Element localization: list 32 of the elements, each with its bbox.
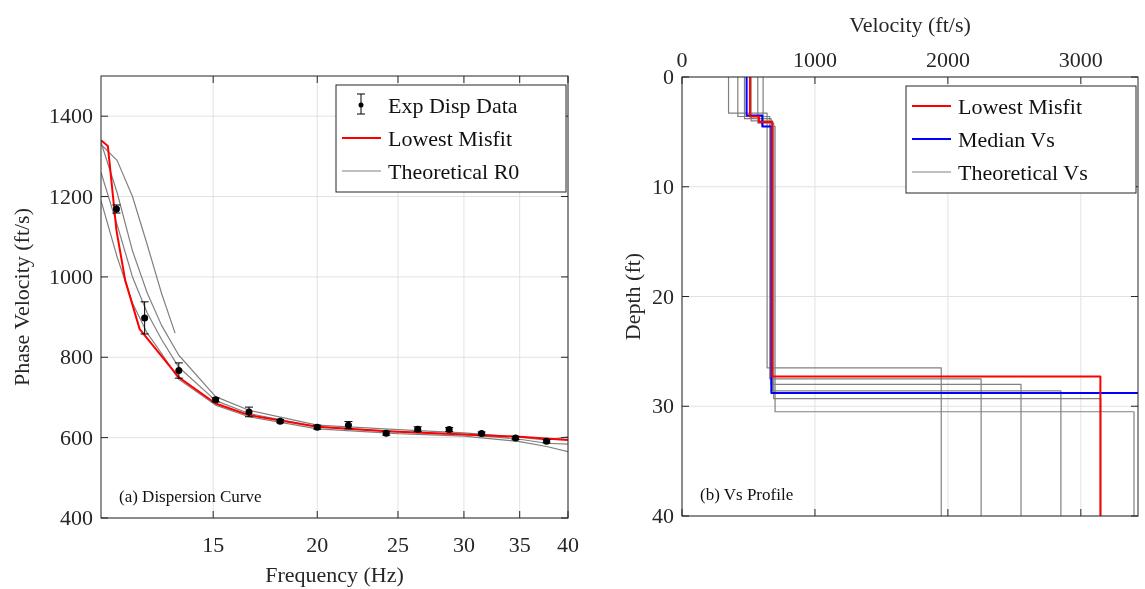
legend-label: Lowest Misfit bbox=[388, 126, 513, 151]
legend-label: Exp Disp Data bbox=[388, 93, 518, 118]
x-tick-label: 35 bbox=[508, 532, 531, 557]
x-tick-label: 1000 bbox=[792, 47, 837, 72]
x-tick-label: 30 bbox=[452, 532, 475, 557]
legend-label: Median Vs bbox=[958, 127, 1055, 152]
y-tick-label: 10 bbox=[652, 173, 674, 199]
x-tick-label: 3000 bbox=[1058, 47, 1103, 72]
y-tick-label: 40 bbox=[652, 503, 674, 528]
x-tick-label: 2000 bbox=[925, 47, 970, 72]
y-tick-label: 1400 bbox=[49, 103, 93, 129]
y-axis-title: Phase Velocity (ft/s) bbox=[9, 207, 34, 387]
y-axis-title: Depth (ft) bbox=[620, 252, 645, 341]
annotation: (b) Vs Profile bbox=[700, 485, 794, 504]
y-tick-label: 20 bbox=[652, 283, 674, 309]
y-tick-label: 1200 bbox=[49, 183, 93, 209]
y-tick-label: 600 bbox=[60, 424, 93, 450]
x-tick-label: 40 bbox=[557, 532, 579, 557]
y-tick-label: 800 bbox=[60, 344, 93, 370]
x-axis-title: Velocity (ft/s) bbox=[849, 12, 971, 37]
x-tick-label: 25 bbox=[386, 532, 409, 557]
legend-label: Theoretical R0 bbox=[388, 159, 520, 184]
y-tick-label: 30 bbox=[652, 393, 674, 419]
x-tick-label: 20 bbox=[306, 532, 329, 557]
x-tick-label: 15 bbox=[202, 532, 225, 557]
annotation: (a) Dispersion Curve bbox=[119, 487, 262, 506]
y-tick-label: 0 bbox=[663, 64, 674, 89]
x-axis-title: Frequency (Hz) bbox=[265, 562, 404, 587]
legend-label: Theoretical Vs bbox=[958, 160, 1088, 185]
legend-label: Lowest Misfit bbox=[958, 94, 1083, 119]
y-tick-label: 400 bbox=[60, 505, 93, 530]
y-tick-label: 1000 bbox=[49, 263, 93, 289]
